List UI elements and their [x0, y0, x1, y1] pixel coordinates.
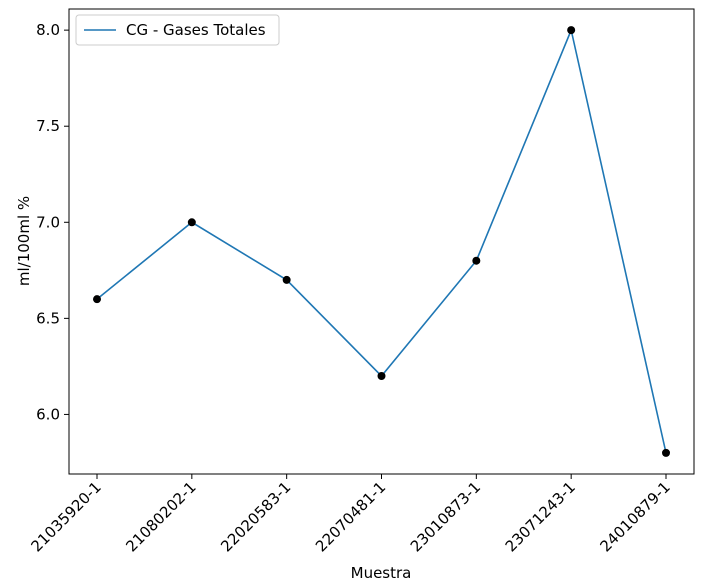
y-axis-ticks: 6.0 6.5 7.0 7.5 8.0 — [36, 21, 69, 423]
y-tick-label: 6.5 — [36, 309, 60, 327]
y-tick-label: 6.0 — [36, 405, 60, 423]
x-tick-label: 24010879-1 — [597, 478, 674, 555]
data-point — [187, 218, 196, 227]
plot-area — [68, 8, 695, 475]
x-tick-label: 23071243-1 — [502, 478, 579, 555]
x-tick-label: 21080202-1 — [122, 478, 199, 555]
x-tick-label: 21035920-1 — [28, 478, 105, 555]
series-layer — [93, 26, 670, 457]
data-point — [472, 256, 481, 265]
y-axis-title: ml/100ml % — [15, 196, 33, 286]
legend-box — [75, 14, 280, 46]
legend: CG - Gases Totales — [75, 14, 280, 46]
y-tick-label: 8.0 — [36, 21, 60, 39]
data-point — [282, 275, 291, 284]
legend-label: CG - Gases Totales — [126, 21, 266, 39]
x-tick-label: 22070481-1 — [312, 478, 389, 555]
x-tick-label: 22020583-1 — [217, 478, 294, 555]
x-axis-title: Muestra — [351, 564, 412, 582]
x-axis-ticks: 21035920-1 21080202-1 22020583-1 22070481-1… — [28, 474, 674, 555]
data-point — [662, 448, 670, 457]
y-tick-label: 7.0 — [36, 213, 60, 231]
y-tick-label: 7.5 — [36, 117, 60, 135]
data-point — [567, 26, 576, 35]
data-point — [93, 295, 101, 304]
x-tick-label: 23010873-1 — [407, 478, 484, 555]
data-point — [377, 372, 386, 381]
